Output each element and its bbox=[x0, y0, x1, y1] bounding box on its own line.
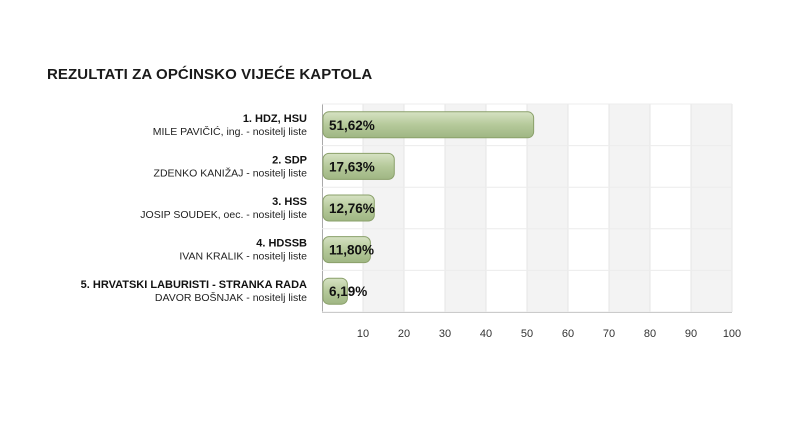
x-tick-label: 60 bbox=[562, 328, 574, 340]
bar bbox=[322, 277, 348, 305]
party-label: 2. SDP bbox=[272, 154, 307, 166]
plot-band bbox=[650, 104, 691, 312]
bar-value-label: 17,63% bbox=[329, 159, 375, 174]
plot-band bbox=[527, 104, 568, 312]
x-tick-label: 40 bbox=[480, 328, 492, 340]
x-tick-label: 10 bbox=[357, 328, 369, 340]
chart-title: REZULTATI ZA OPĆINSKO VIJEĆE KAPTOLA bbox=[47, 66, 373, 83]
plot-band bbox=[486, 104, 527, 312]
x-tick-label: 100 bbox=[723, 328, 741, 340]
bar bbox=[322, 152, 395, 180]
bars: 51,62% 17,63% 12,76% 11,80% 6,19% bbox=[322, 111, 535, 305]
plot-band bbox=[609, 104, 650, 312]
list-leader-label: MILE PAVIČIĆ, ing. - nositelj liste bbox=[153, 125, 307, 138]
x-tick-label: 70 bbox=[603, 328, 615, 340]
list-leader-label: DAVOR BOŠNJAK - nositelj liste bbox=[155, 291, 307, 304]
party-label: 4. HDSSB bbox=[256, 238, 307, 250]
plot-band bbox=[445, 104, 486, 312]
bar bbox=[322, 236, 371, 264]
party-label: 5. HRVATSKI LABURISTI - STRANKA RADA bbox=[81, 279, 307, 291]
bar-value-label: 11,80% bbox=[329, 243, 374, 258]
x-tick-label: 80 bbox=[644, 328, 656, 340]
x-tick-label: 90 bbox=[685, 328, 697, 340]
list-leader-label: ZDENKO KANIŽAJ - nositelj liste bbox=[154, 166, 308, 179]
plot-band bbox=[568, 104, 609, 312]
x-tick-label: 30 bbox=[439, 328, 451, 340]
bar-value-label: 6,19% bbox=[329, 284, 367, 299]
bar bbox=[322, 111, 535, 139]
x-tick-label: 50 bbox=[521, 328, 533, 340]
party-label: 1. HDZ, HSU bbox=[243, 113, 307, 125]
bar-value-label: 51,62% bbox=[329, 118, 375, 133]
x-axis-ticks: 10 20 30 40 50 60 70 80 90 100 bbox=[357, 328, 741, 340]
list-leader-label: JOSIP SOUDEK, oec. - nositelj liste bbox=[140, 209, 307, 221]
bar bbox=[322, 194, 375, 222]
x-tick-label: 20 bbox=[398, 328, 410, 340]
axes bbox=[322, 103, 732, 313]
bar-value-label: 12,76% bbox=[329, 201, 375, 216]
plot-band bbox=[691, 104, 732, 312]
list-leader-label: IVAN KRALIK - nositelj liste bbox=[179, 251, 307, 263]
plot-band bbox=[404, 104, 445, 312]
party-label: 3. HSS bbox=[272, 196, 307, 208]
